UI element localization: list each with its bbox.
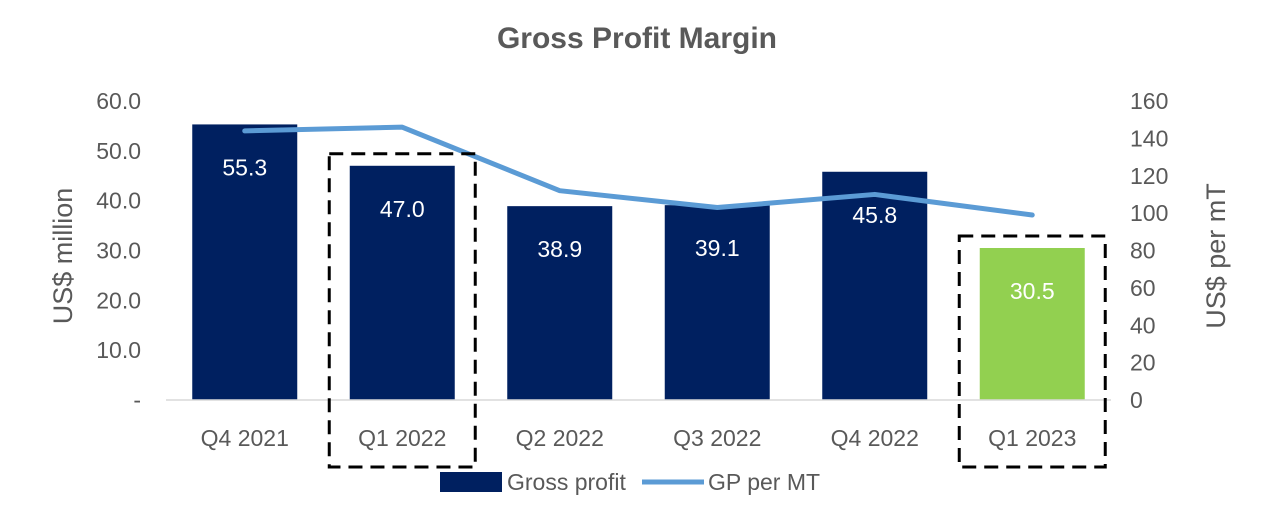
category-label: Q1 2022 [358, 425, 446, 451]
right-tick-label: 0 [1130, 387, 1143, 413]
bar-series [192, 124, 1085, 401]
bar [664, 205, 770, 400]
right-tick-label: 80 [1130, 238, 1156, 264]
legend-swatch-gross-profit [440, 472, 502, 492]
legend: Gross profit GP per MT [440, 469, 820, 495]
bar [507, 206, 613, 400]
legend-label-gross-profit: Gross profit [507, 469, 626, 495]
category-label: Q1 2023 [988, 425, 1076, 451]
category-label: Q4 2021 [201, 425, 289, 451]
gp-per-mt-line [242, 124, 1035, 218]
left-tick-label: 60.0 [96, 88, 141, 114]
right-tick-label: 60 [1130, 275, 1156, 301]
right-tick-label: 120 [1130, 163, 1168, 189]
right-tick-label: 100 [1130, 200, 1168, 226]
bar-data-label: 38.9 [537, 236, 582, 262]
bar [822, 171, 928, 400]
left-tick-label: 30.0 [96, 238, 141, 264]
bar-data-label: 45.8 [852, 202, 897, 228]
highlight-box [957, 234, 1107, 469]
bar [192, 124, 298, 401]
left-tick-label: - [133, 387, 141, 413]
right-axis-title: US$ per mT [1201, 183, 1231, 329]
left-tick-label: 40.0 [96, 188, 141, 214]
right-tick-label: 160 [1130, 88, 1168, 114]
category-label: Q4 2022 [831, 425, 919, 451]
right-axis-ticks: 0 20 40 60 80 100 120 140 160 [1130, 88, 1168, 413]
category-label: Q3 2022 [673, 425, 761, 451]
highlight-boxes [327, 152, 1107, 469]
bar-data-label: 30.5 [1010, 278, 1055, 304]
bar-data-label: 55.3 [222, 154, 267, 180]
bar [979, 248, 1085, 400]
right-tick-label: 20 [1130, 350, 1156, 376]
bar-data-label: 39.1 [695, 235, 740, 261]
right-tick-label: 140 [1130, 125, 1168, 151]
left-axis-title: US$ million [48, 188, 78, 325]
category-label: Q2 2022 [516, 425, 604, 451]
left-tick-label: 20.0 [96, 287, 141, 313]
right-tick-label: 40 [1130, 312, 1156, 338]
category-labels: Q4 2021 Q1 2022 Q2 2022 Q3 2022 Q4 2022 Q1 20… [201, 425, 1077, 451]
chart-title: Gross Profit Margin [497, 22, 777, 55]
left-axis-ticks: - 10.0 20.0 30.0 40.0 50.0 60.0 [96, 88, 141, 413]
bar-data-label: 47.0 [380, 196, 425, 222]
legend-label-gp-per-mt: GP per MT [708, 469, 820, 495]
bar-data-labels: 55.3 47.0 38.9 39.1 45.8 30.5 [222, 154, 1054, 304]
highlight-box [327, 152, 477, 469]
left-tick-label: 10.0 [96, 337, 141, 363]
bar [349, 165, 455, 400]
left-tick-label: 50.0 [96, 138, 141, 164]
line-series [242, 124, 1035, 218]
